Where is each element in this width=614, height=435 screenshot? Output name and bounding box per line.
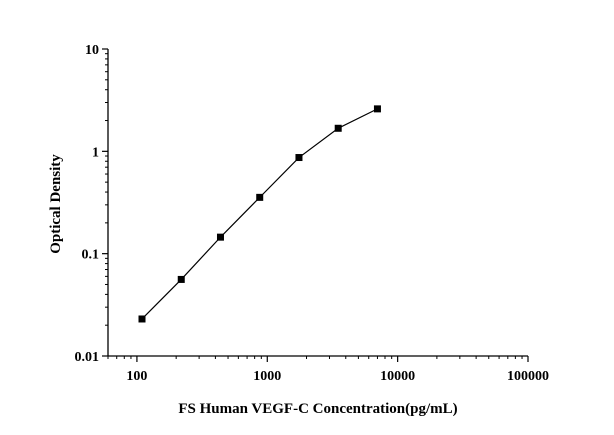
axes — [107, 49, 528, 357]
data-point-marker — [373, 105, 381, 113]
data-point-marker — [138, 315, 146, 323]
ticks: 0.01 0.1 1 10 100 1000 10000 100000 — [75, 43, 550, 384]
series-line — [141, 108, 378, 320]
data-point-marker — [334, 124, 342, 132]
y-tick-label: 0.1 — [82, 248, 100, 263]
data-point-marker — [177, 275, 185, 283]
x-tick-label: 10000 — [380, 369, 415, 384]
data-point-marker — [295, 154, 303, 162]
series — [138, 105, 381, 323]
x-tick-label: 100 — [126, 369, 147, 384]
x-tick-label: 100000 — [507, 369, 549, 384]
data-point-marker — [256, 193, 264, 201]
y-tick-label: 1 — [92, 145, 99, 160]
x-axis-title: FS Human VEGF-C Concentration(pg/mL) — [178, 401, 457, 417]
x-tick-label: 1000 — [253, 369, 281, 384]
y-tick-label: 10 — [85, 43, 99, 58]
data-point-marker — [216, 233, 224, 241]
y-tick-label: 0.01 — [75, 350, 100, 365]
y-axis-title: Optical Density — [48, 154, 64, 254]
